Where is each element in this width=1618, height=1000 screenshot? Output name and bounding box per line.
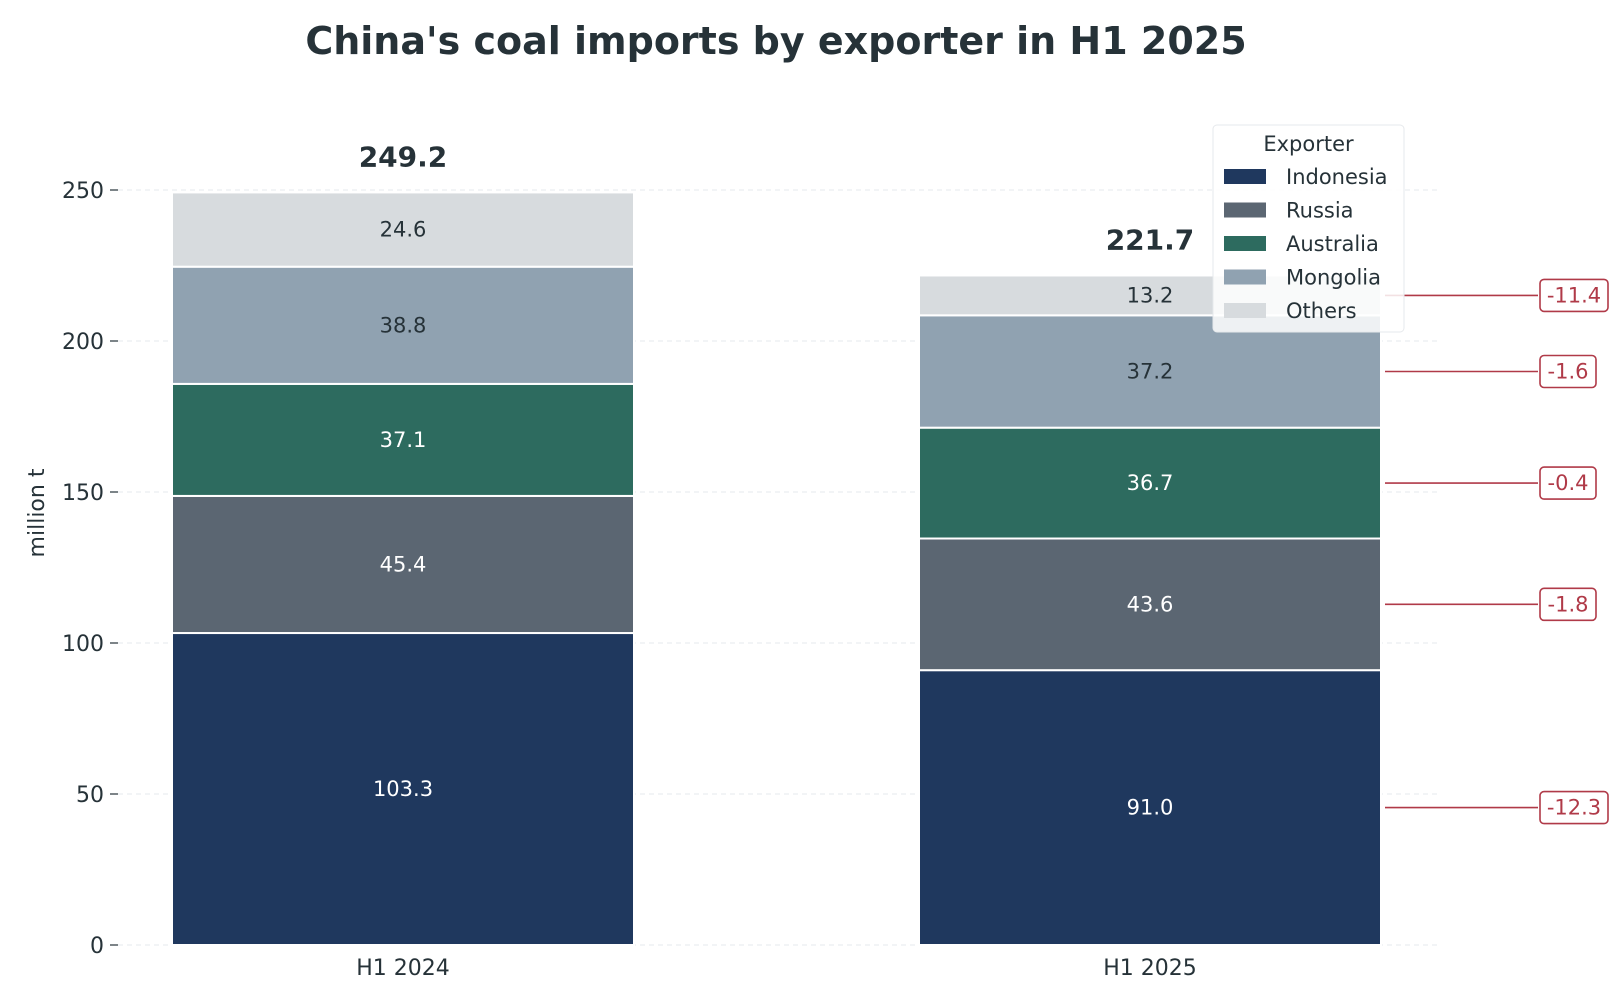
bar-stack: 103.3 45.4 37.1 38.8 24.6 249.2 [171,140,635,946]
bar-segment [918,669,1382,946]
bar-stack: 91.0 43.6 36.7 37.2 13.2 221.7 [918,223,1382,946]
change-annotations: -12.3 -1.8 -0.4 -1.6 -11.4 [1385,278,1609,825]
change-box [1539,278,1609,313]
change-label: -0.4 [1548,471,1589,495]
chart-title: China's coal imports by exporter in H1 2… [305,19,1246,63]
legend-label: Others [1286,299,1357,323]
data-label: 38.8 [380,313,427,337]
y-tick-label: 200 [62,330,104,355]
total-label: 249.2 [359,140,448,173]
bar-segment [171,191,635,268]
change-label: -1.6 [1548,360,1589,384]
legend-item: Mongolia [1224,266,1381,290]
legend-swatch [1224,269,1266,285]
legend-swatch [1224,303,1266,318]
legend-item: Russia [1224,199,1354,223]
bars: 103.3 45.4 37.1 38.8 24.6 249.2 91.0 43.6 36.7 37… [171,140,1382,946]
legend-label: Mongolia [1286,266,1381,290]
legend-item: Australia [1224,232,1379,256]
bar-segment [171,494,635,635]
data-label: 13.2 [1127,283,1174,307]
data-label: 24.6 [380,218,427,242]
total-label: 221.7 [1106,223,1195,256]
change-box [1539,587,1597,622]
change-annotation: -12.3 [1385,790,1609,825]
y-tick-label: 150 [62,481,104,506]
legend-label: Russia [1286,199,1354,223]
data-label: 43.6 [1127,592,1174,616]
change-annotation: -1.6 [1385,354,1597,389]
change-box [1539,466,1597,500]
y-tick-label: 50 [76,783,104,808]
y-axis: 0 50 100 150 200 250 [62,179,118,959]
y-tick-label: 100 [62,632,104,657]
x-axis: H1 2024 H1 2025 [356,956,1197,981]
legend-item: Indonesia [1224,165,1388,189]
legend-item: Others [1224,299,1357,323]
legend-title: Exporter [1263,132,1354,156]
data-label: 103.3 [373,777,433,801]
bar-segment [171,632,635,946]
legend-swatch [1224,169,1266,184]
data-label: 36.7 [1127,471,1174,495]
x-tick-label: H1 2024 [356,956,450,981]
data-label: 45.4 [380,552,427,576]
legend-label: Indonesia [1286,165,1388,189]
y-axis-label: million t [25,468,50,557]
change-annotation: -0.4 [1385,466,1597,500]
change-label: -12.3 [1547,796,1601,820]
x-tick-label: H1 2025 [1103,956,1197,981]
y-tick-label: 0 [90,934,104,959]
bar-segment [918,426,1382,540]
bar-segment [918,314,1382,429]
legend-swatch [1224,236,1266,251]
change-box [1539,790,1609,825]
change-label: -11.4 [1547,283,1601,307]
change-label: -1.8 [1548,592,1589,616]
change-box [1539,354,1597,389]
legend: Exporter Indonesia Russia Australia Mongolia… [1212,124,1405,333]
y-tick-label: 250 [62,179,104,204]
change-annotation: -11.4 [1385,278,1609,313]
data-label: 37.2 [1127,360,1174,384]
data-label: 91.0 [1127,796,1174,820]
data-label: 37.1 [380,428,427,452]
legend-label: Australia [1286,232,1379,256]
change-annotation: -1.8 [1385,587,1597,622]
legend-swatch [1224,202,1266,218]
